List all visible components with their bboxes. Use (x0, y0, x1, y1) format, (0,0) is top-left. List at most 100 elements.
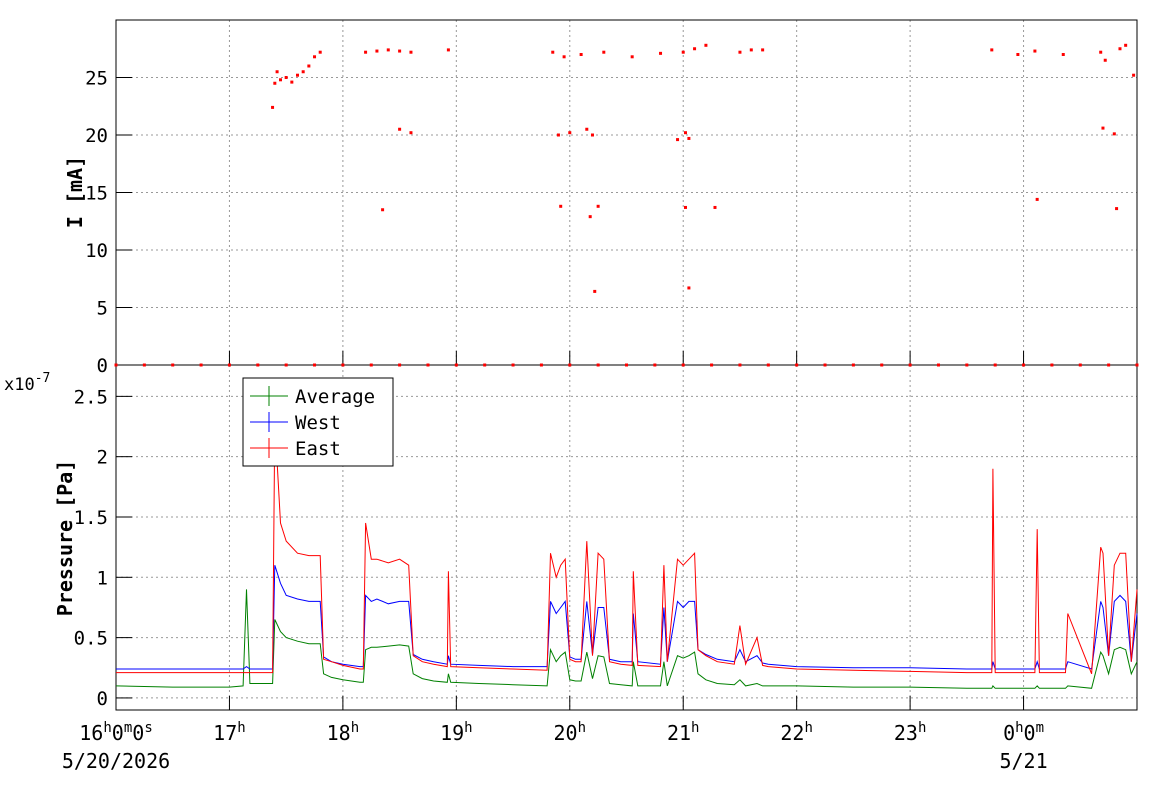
data-point (318, 50, 322, 54)
data-point (738, 363, 742, 367)
data-point (908, 363, 912, 367)
data-point (313, 363, 317, 367)
data-point (273, 81, 277, 85)
data-point (676, 138, 680, 142)
data-point (965, 363, 969, 367)
data-point (1118, 47, 1122, 51)
data-point (683, 131, 687, 135)
data-point (551, 50, 555, 54)
data-point (1132, 73, 1136, 77)
data-point (271, 105, 275, 109)
y-tick-label: 25 (85, 68, 108, 90)
data-point (301, 70, 305, 74)
data-point (511, 363, 515, 367)
series-line (116, 565, 1138, 670)
data-point (653, 363, 657, 367)
legend: Average West East (242, 377, 394, 467)
data-point (588, 215, 592, 219)
y-multiplier: x10-7 (4, 371, 50, 395)
data-point (596, 363, 600, 367)
data-point (851, 363, 855, 367)
y-axis-title: Pressure [Pa] (53, 460, 77, 617)
data-point (227, 363, 231, 367)
plot-layer: 0 5 10 15 20 25 0 0.5 1 1.5 2 2.5 16h0m0s 17h 18h 19h 20… (62, 20, 1137, 773)
legend-label: West (295, 412, 341, 434)
legend-label: East (295, 438, 341, 460)
data-point (795, 363, 799, 367)
data-point (1101, 126, 1105, 130)
data-point (1050, 363, 1054, 367)
data-point (1107, 363, 1111, 367)
y-tick-label: 2 (97, 447, 108, 469)
data-point (278, 78, 282, 82)
data-point (275, 70, 279, 74)
data-point (426, 363, 430, 367)
data-point (687, 286, 691, 290)
data-point (693, 47, 697, 51)
data-point (114, 363, 118, 367)
data-point (568, 131, 572, 135)
data-point (313, 55, 317, 59)
series-line (115, 589, 1138, 689)
y-tick-label: 10 (85, 240, 108, 262)
data-point (761, 48, 765, 52)
data-point (749, 48, 753, 52)
data-point (704, 43, 708, 47)
y-axis-title: I [mA] (63, 156, 87, 228)
data-point (1112, 132, 1116, 136)
data-point (936, 363, 940, 367)
data-point (710, 363, 714, 367)
x-tick-label: 17h (213, 720, 246, 745)
data-point (687, 136, 691, 140)
data-point (738, 50, 742, 54)
x-tick-label: 20h (554, 720, 587, 745)
data-point (1061, 53, 1065, 56)
data-point (596, 204, 600, 208)
data-point (539, 363, 543, 367)
legend-label: Average (295, 386, 375, 408)
data-point (602, 50, 606, 54)
data-point (590, 133, 594, 137)
data-point (446, 48, 450, 52)
series-line (116, 420, 1138, 674)
data-point (454, 363, 458, 367)
data-point (562, 55, 566, 59)
data-point (568, 363, 572, 367)
y-tick-label: 15 (85, 183, 108, 205)
data-point (409, 131, 413, 135)
data-point (1135, 363, 1139, 367)
data-point (284, 363, 288, 367)
y-tick-label: 5 (97, 298, 108, 320)
data-point (681, 50, 685, 54)
data-point (381, 208, 385, 212)
y-tick-label: 2.5 (74, 386, 108, 408)
data-point (880, 363, 884, 367)
multiplier-base: x10 (4, 375, 35, 395)
data-point (579, 53, 583, 56)
x-tick-label: 18h (327, 720, 360, 745)
data-point (142, 363, 146, 367)
data-point (1022, 363, 1026, 367)
data-point (341, 363, 345, 367)
data-point (171, 363, 175, 367)
data-point (398, 127, 402, 131)
data-point (593, 289, 597, 293)
data-point (1078, 363, 1082, 367)
data-point (659, 51, 663, 55)
y-tick-label: 0 (97, 355, 108, 377)
data-point (375, 49, 379, 53)
data-point (364, 50, 368, 54)
data-point (307, 64, 311, 68)
data-point (398, 363, 402, 367)
data-point (823, 363, 827, 367)
data-point (683, 205, 687, 209)
data-point (369, 363, 373, 367)
data-point (1035, 197, 1039, 201)
x-tick-label: 0h0m (1003, 720, 1044, 745)
data-point (713, 205, 717, 209)
data-point (1033, 49, 1037, 53)
multiplier-exponent: -7 (35, 371, 51, 386)
data-point (296, 73, 300, 77)
